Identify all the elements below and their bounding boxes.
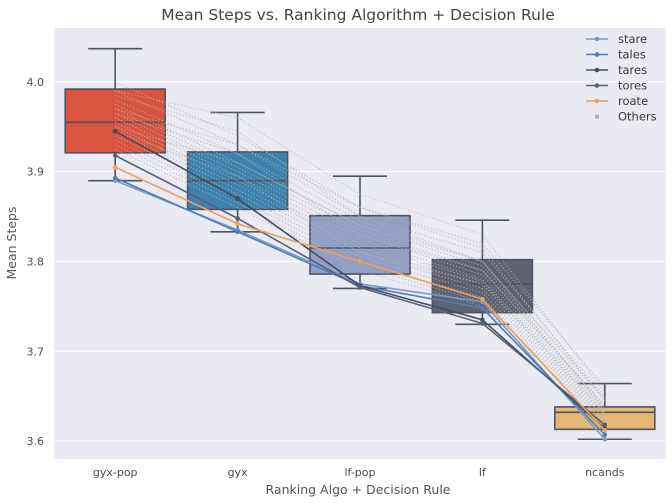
y-tick-label: 4.0 — [27, 76, 45, 89]
other-series-line — [115, 81, 606, 388]
other-series-line — [115, 126, 606, 415]
series-point — [480, 296, 485, 302]
legend-label: Others — [618, 110, 657, 124]
legend-marker — [594, 83, 600, 88]
y-tick-label: 3.8 — [27, 255, 45, 268]
series-point — [602, 427, 608, 433]
y-tick-label: 3.7 — [27, 345, 45, 358]
series-point — [480, 305, 485, 311]
legend-label: roate — [618, 94, 648, 108]
other-series-line — [115, 90, 606, 392]
series-point — [112, 164, 118, 170]
other-series-lines — [115, 81, 606, 424]
other-series-line — [115, 94, 606, 399]
other-series-line — [115, 144, 606, 422]
other-series-line — [115, 135, 606, 419]
series-point — [112, 153, 118, 158]
iqr-box — [64, 88, 166, 154]
y-axis-ticks: 3.6 3.7 3.8 3.9 4.0 — [27, 76, 45, 448]
other-series-line — [115, 130, 606, 417]
legend-item-roate: roate — [586, 94, 648, 108]
series-point — [602, 436, 608, 442]
series-point — [235, 216, 240, 221]
legend-item-others: Others — [595, 110, 657, 124]
x-tick-label: gyx-pop — [93, 466, 138, 479]
series-point — [480, 317, 485, 323]
legend-marker — [594, 67, 600, 73]
legend-marker — [594, 52, 600, 57]
other-series-line — [115, 148, 606, 424]
series-point — [112, 128, 118, 134]
other-series-line — [115, 90, 606, 397]
series-point — [235, 229, 240, 235]
legend-item-tores: tores — [586, 79, 647, 93]
iqr-box — [309, 214, 411, 275]
series-point — [357, 259, 363, 264]
legend-label: tores — [618, 79, 647, 93]
highlighted-series-lines — [112, 128, 608, 442]
series-point — [235, 196, 240, 201]
x-axis-ticks: gyx-pop gyx lf-pop lf ncands — [93, 466, 625, 479]
y-tick-label: 3.9 — [27, 166, 45, 179]
legend-label: stare — [618, 32, 647, 46]
y-tick-label: 3.6 — [27, 435, 45, 448]
box-gyx-pop — [64, 47, 166, 182]
other-series-line — [115, 108, 606, 408]
x-tick-label: lf-pop — [345, 466, 376, 479]
series-point — [480, 321, 485, 326]
legend-item-stare: stare — [586, 32, 647, 46]
box-lf-pop — [309, 175, 411, 290]
series-tores — [112, 153, 608, 428]
legend-label: tares — [618, 63, 647, 77]
y-axis-label: Mean Steps — [4, 206, 19, 279]
other-series-line — [115, 130, 606, 415]
series-point — [602, 432, 608, 438]
x-tick-label: lf — [479, 466, 487, 479]
other-series-line — [115, 103, 606, 406]
chart-title: Mean Steps vs. Ranking Algorithm + Decis… — [161, 6, 555, 24]
series-point — [112, 175, 118, 181]
series-point — [602, 422, 608, 428]
other-series-line — [115, 112, 606, 406]
legend-marker — [594, 36, 600, 42]
other-series-line — [115, 117, 606, 411]
x-tick-label: gyx — [228, 466, 248, 479]
x-axis-label: Ranking Algo + Decision Rule — [266, 482, 451, 497]
series-roate — [112, 164, 608, 433]
other-series-line — [115, 99, 606, 401]
legend-item-tales: tales — [586, 48, 646, 62]
x-tick-label: ncands — [585, 466, 625, 479]
series-point — [235, 221, 240, 227]
legend-marker — [594, 98, 600, 104]
legend-item-tares: tares — [586, 63, 647, 77]
legend-label: tales — [618, 48, 646, 62]
series-point — [357, 285, 363, 290]
legend-marker — [595, 114, 599, 119]
